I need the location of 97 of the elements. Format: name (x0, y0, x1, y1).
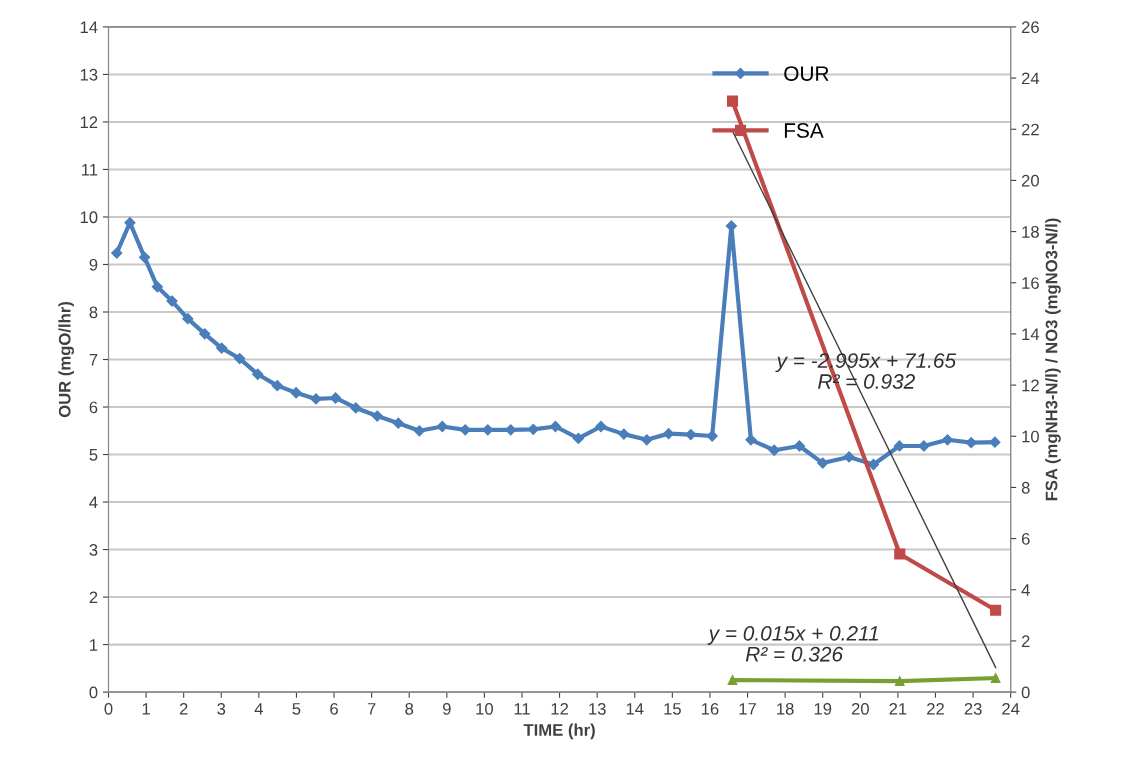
x-tick-label: 3 (217, 702, 226, 715)
x-tick-label: 15 (664, 703, 681, 715)
point (595, 420, 607, 433)
y-tick-label: 9 (89, 258, 98, 271)
point (941, 434, 954, 446)
x-tick-label: 2 (179, 702, 188, 715)
point (572, 432, 584, 444)
y2-tick-label: 8 (1021, 481, 1030, 494)
x-tick-label: 7 (367, 703, 376, 715)
y2-tick-label: 22 (1021, 123, 1039, 136)
point (817, 457, 829, 469)
y-tick-label: 10 (80, 211, 98, 224)
x-tick-label: 5 (292, 703, 301, 715)
y2-tick-label: 0 (1021, 686, 1030, 699)
y-tick-label: 13 (80, 68, 98, 81)
x-tick-label: 17 (739, 703, 756, 715)
y-tick-label: 7 (89, 354, 98, 366)
point (138, 251, 151, 263)
point (549, 420, 562, 433)
point (726, 95, 739, 107)
point (182, 313, 194, 325)
x-tick-label: 22 (927, 702, 944, 715)
legend-label: FSA (784, 123, 824, 138)
x-tick-label: 20 (851, 702, 869, 715)
x-tick-label: 6 (330, 702, 338, 715)
point (111, 247, 123, 259)
y-tick-label: 3 (89, 543, 98, 556)
point (745, 434, 757, 446)
x-tick-label: 1 (142, 703, 150, 715)
y-tick-label: 12 (80, 116, 98, 128)
x-tick-label: 12 (551, 702, 569, 715)
x-tick-label: 21 (889, 702, 907, 715)
y2-axis-title: FSA (mgNH3-N/l) / NO3 (mgNO3-N/l) (1045, 218, 1061, 501)
x-tick-label: 4 (254, 703, 263, 715)
point (216, 342, 228, 354)
point (151, 281, 163, 293)
x-tick-label: 10 (476, 702, 494, 715)
point (727, 675, 738, 685)
point (290, 387, 302, 399)
y2-tick-label: 4 (1021, 584, 1030, 596)
y2-tick-label: 26 (1021, 21, 1039, 34)
x-tick-label: 23 (964, 702, 982, 715)
point (252, 368, 264, 380)
y-axis-title: OUR (mgO/lhr) (58, 302, 74, 418)
x-tick-label: 8 (405, 702, 414, 715)
point (392, 417, 404, 429)
point (641, 434, 653, 446)
point (199, 328, 211, 340)
point (459, 424, 471, 436)
x-tick-label: 11 (514, 703, 530, 715)
x-tick-label: 14 (626, 703, 644, 715)
x-tick-label: 18 (777, 702, 794, 715)
y-tick-label: 5 (89, 449, 98, 461)
x-tick-label: 16 (701, 702, 719, 715)
y2-tick-label: 18 (1022, 225, 1039, 238)
y2-tick-label: 20 (1021, 174, 1039, 187)
y2-tick-label: 2 (1021, 635, 1030, 647)
x-tick-label: 24 (1002, 702, 1020, 715)
y-tick-label: 4 (89, 496, 98, 509)
y2-tick-label: 16 (1022, 277, 1039, 289)
point (894, 676, 905, 686)
y2-tick-label: 6 (1021, 533, 1030, 545)
y2-tick-label: 12 (1022, 379, 1039, 392)
point (894, 548, 906, 560)
point (843, 451, 855, 463)
y-tick-label: 6 (89, 401, 98, 414)
y-tick-label: 1 (90, 639, 98, 651)
x-tick-label: 0 (104, 702, 113, 715)
point (234, 352, 246, 365)
y-tick-label: 0 (89, 686, 98, 699)
point (350, 402, 362, 414)
y2-tick-label: 24 (1021, 72, 1040, 85)
x-tick-label: 19 (814, 702, 832, 715)
y2-tick-label: 10 (1022, 430, 1039, 443)
point (371, 410, 383, 422)
y-tick-label: 14 (80, 21, 98, 33)
point (413, 425, 425, 437)
y-tick-label: 8 (89, 306, 98, 319)
point (124, 217, 136, 229)
y-tick-label: 2 (89, 591, 98, 604)
point (436, 420, 448, 433)
point (618, 428, 630, 440)
point (990, 673, 1001, 683)
point (965, 437, 977, 449)
point (271, 380, 283, 392)
x-axis-title: TIME (hr) (523, 723, 595, 740)
point (990, 604, 1002, 616)
point (768, 444, 780, 456)
x-tick-label: 9 (442, 702, 451, 715)
point (793, 440, 806, 452)
point (706, 430, 718, 442)
y-tick-label: 11 (82, 164, 98, 176)
point (989, 436, 1001, 448)
x-tick-label: 13 (589, 702, 606, 715)
annotation: y = 0.015x + 0.211 R² = 0.326 (707, 625, 878, 662)
y2-tick-label: 14 (1022, 328, 1040, 340)
legend-label: OUR (784, 66, 829, 81)
